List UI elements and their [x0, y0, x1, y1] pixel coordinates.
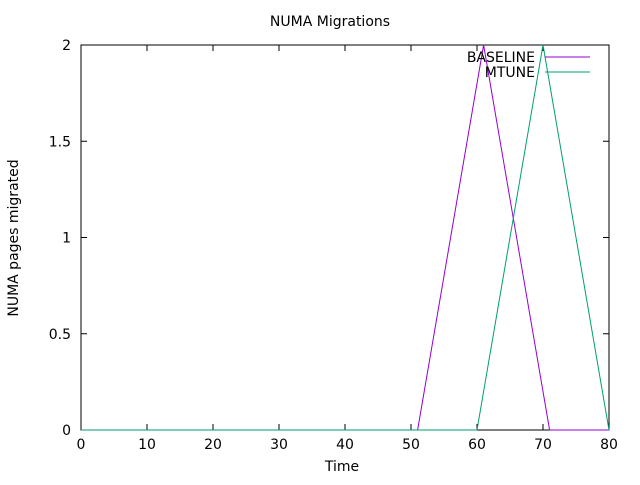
- y-tick-label: 2: [62, 38, 71, 54]
- x-tick-label: 30: [270, 437, 288, 453]
- x-axis-label: Time: [324, 459, 359, 475]
- y-tick-label: 1: [62, 231, 71, 247]
- legend-label: BASELINE: [467, 50, 535, 66]
- x-tick-label: 60: [468, 437, 486, 453]
- chart-title: NUMA Migrations: [270, 14, 390, 30]
- series-line-mtune: [81, 44, 610, 431]
- y-tick-label: 1.5: [49, 134, 71, 150]
- x-tick-label: 40: [336, 437, 354, 453]
- x-tick-label: 0: [77, 437, 86, 453]
- legend-label: MTUNE: [485, 65, 535, 81]
- x-tick-label: 20: [204, 437, 222, 453]
- series-line-baseline: [81, 44, 609, 431]
- x-tick-label: 80: [600, 437, 618, 453]
- y-axis-label: NUMA pages migrated: [6, 159, 22, 316]
- x-tick-label: 70: [534, 437, 552, 453]
- x-tick-label: 50: [402, 437, 420, 453]
- y-tick-label: 0: [62, 423, 71, 439]
- x-tick-label: 10: [138, 437, 156, 453]
- plot-border: [80, 44, 610, 431]
- y-tick-label: 0.5: [49, 327, 71, 343]
